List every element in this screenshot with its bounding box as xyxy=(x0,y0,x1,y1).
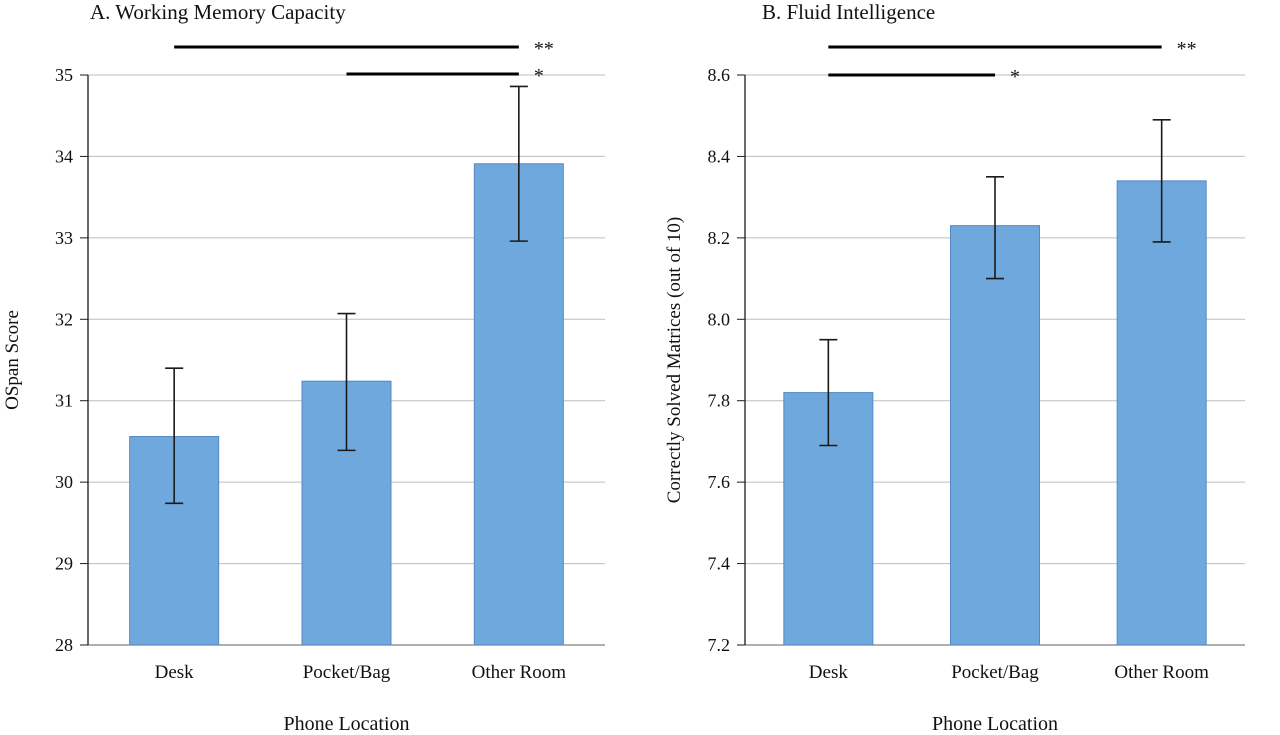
x-axis-title: Phone Location xyxy=(283,713,409,735)
panel-title: A. Working Memory Capacity xyxy=(90,0,346,24)
bar xyxy=(1116,180,1207,646)
significance-label: * xyxy=(1010,66,1020,88)
bar xyxy=(950,225,1040,646)
y-axis-title: OSpan Score xyxy=(2,310,23,410)
panel-title: B. Fluid Intelligence xyxy=(762,0,935,24)
y-tick-label: 7.2 xyxy=(708,635,731,655)
x-tick-label: Pocket/Bag xyxy=(951,662,1039,683)
x-tick-label: Other Room xyxy=(1114,662,1209,683)
significance-label: ** xyxy=(534,38,554,60)
y-tick-label: 8.0 xyxy=(708,309,731,329)
y-axis-title: Correctly Solved Matrices (out of 10) xyxy=(664,217,685,504)
y-tick-label: 28 xyxy=(55,635,73,655)
chart-panel-a: 28 29 30 31 32 33 34 35 Desk Pocket/Bag Other Room… xyxy=(2,0,605,735)
x-tick-label: Desk xyxy=(155,662,195,683)
y-tick-label: 7.8 xyxy=(708,391,731,411)
significance-label: ** xyxy=(1177,38,1197,60)
chart-panel-b: 7.2 7.4 7.6 7.8 8.0 8.2 8.4 8.6 Desk Pocket/Bag Ot… xyxy=(664,0,1245,735)
x-tick-label: Other Room xyxy=(472,662,567,683)
significance-label: * xyxy=(534,65,544,87)
y-tick-label: 29 xyxy=(55,554,73,574)
x-tick-label: Pocket/Bag xyxy=(303,662,391,683)
y-tick-label: 32 xyxy=(55,309,73,329)
y-tick-label: 33 xyxy=(55,228,73,248)
y-tick-label: 7.4 xyxy=(708,554,731,574)
y-tick-label: 7.6 xyxy=(708,472,731,492)
y-tick-label: 30 xyxy=(55,472,73,492)
x-axis-title: Phone Location xyxy=(932,713,1058,735)
y-tick-label: 8.4 xyxy=(708,146,731,166)
y-tick-label: 8.2 xyxy=(708,228,731,248)
y-tick-label: 35 xyxy=(55,65,73,85)
y-tick-label: 31 xyxy=(55,391,73,411)
x-tick-label: Desk xyxy=(809,662,849,683)
y-tick-label: 34 xyxy=(55,146,73,166)
bar xyxy=(473,163,564,646)
y-tick-label: 8.6 xyxy=(708,65,731,85)
